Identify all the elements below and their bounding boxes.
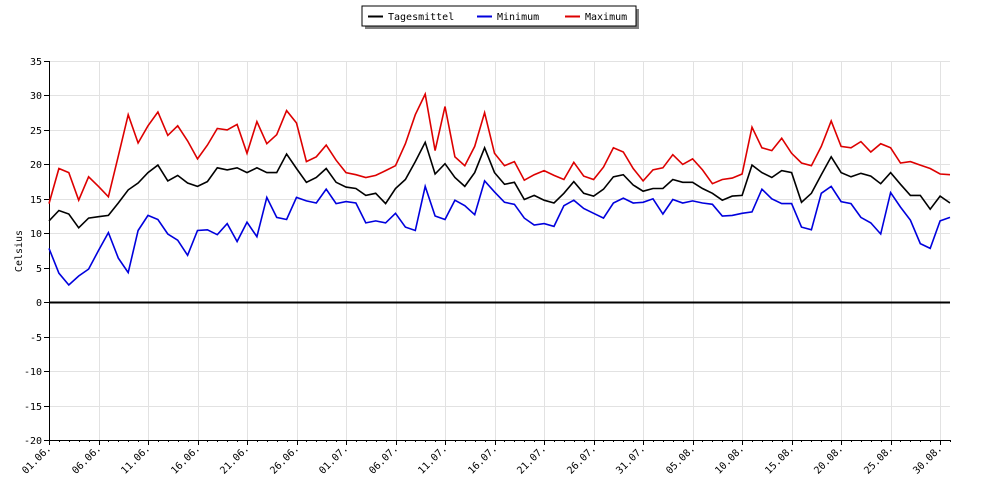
y-axis-title: Celsius: [14, 230, 25, 272]
legend-label-minimum: Minimum: [497, 12, 539, 23]
series-layer: [48, 91, 951, 287]
x-tick-label: 01.06.: [20, 443, 53, 476]
y-tick-label: 5: [36, 264, 42, 275]
y-tick-label: 30: [30, 91, 42, 102]
x-tick-label: 16.06.: [169, 443, 202, 476]
legend-items: Tagesmittel Minimum Maximum: [368, 12, 627, 23]
x-tick-label: 25.08.: [862, 443, 895, 476]
legend-box: [361, 5, 637, 27]
x-tick-label: 06.06.: [70, 443, 103, 476]
y-tick-label: -10: [24, 367, 42, 378]
y-tick-label: 35: [30, 57, 42, 68]
x-tick-label: 06.07.: [367, 443, 400, 476]
series-line-tagesmittel: [48, 140, 951, 230]
x-tick-label: 21.06.: [218, 443, 251, 476]
x-tick-label: 01.07.: [317, 443, 350, 476]
x-tick-label: 16.07.: [466, 443, 499, 476]
x-tick-label: 05.08.: [664, 443, 697, 476]
legend-label-tagesmittel: Tagesmittel: [388, 12, 454, 23]
y-tick-label: 15: [30, 195, 42, 206]
y-tick-label: 10: [30, 229, 42, 240]
x-tick-label: 31.07.: [614, 443, 647, 476]
legend: Tagesmittel Minimum Maximum: [361, 5, 639, 29]
y-tick-label: -20: [24, 436, 42, 447]
x-tick-label: 15.08.: [763, 443, 796, 476]
x-tick-label: 26.07.: [565, 443, 598, 476]
legend-label-maximum: Maximum: [585, 12, 627, 23]
y-tick-label: 25: [30, 126, 42, 137]
x-tick-label: 21.07.: [515, 443, 548, 476]
x-tick-label: 26.06.: [268, 443, 301, 476]
y-tick-label: -5: [30, 333, 42, 344]
series-line-maximum: [48, 91, 951, 204]
x-tick-label: 11.07.: [416, 443, 449, 476]
series-line-minimum: [48, 179, 951, 287]
x-tick-label: 10.08.: [713, 443, 746, 476]
y-tick-label: 0: [36, 298, 42, 309]
x-tick-label: 30.08.: [911, 443, 944, 476]
x-tick-label: 11.06.: [119, 443, 152, 476]
y-tick-label: 20: [30, 160, 42, 171]
y-tick-label: -15: [24, 402, 42, 413]
x-tick-label: 20.08.: [812, 443, 845, 476]
